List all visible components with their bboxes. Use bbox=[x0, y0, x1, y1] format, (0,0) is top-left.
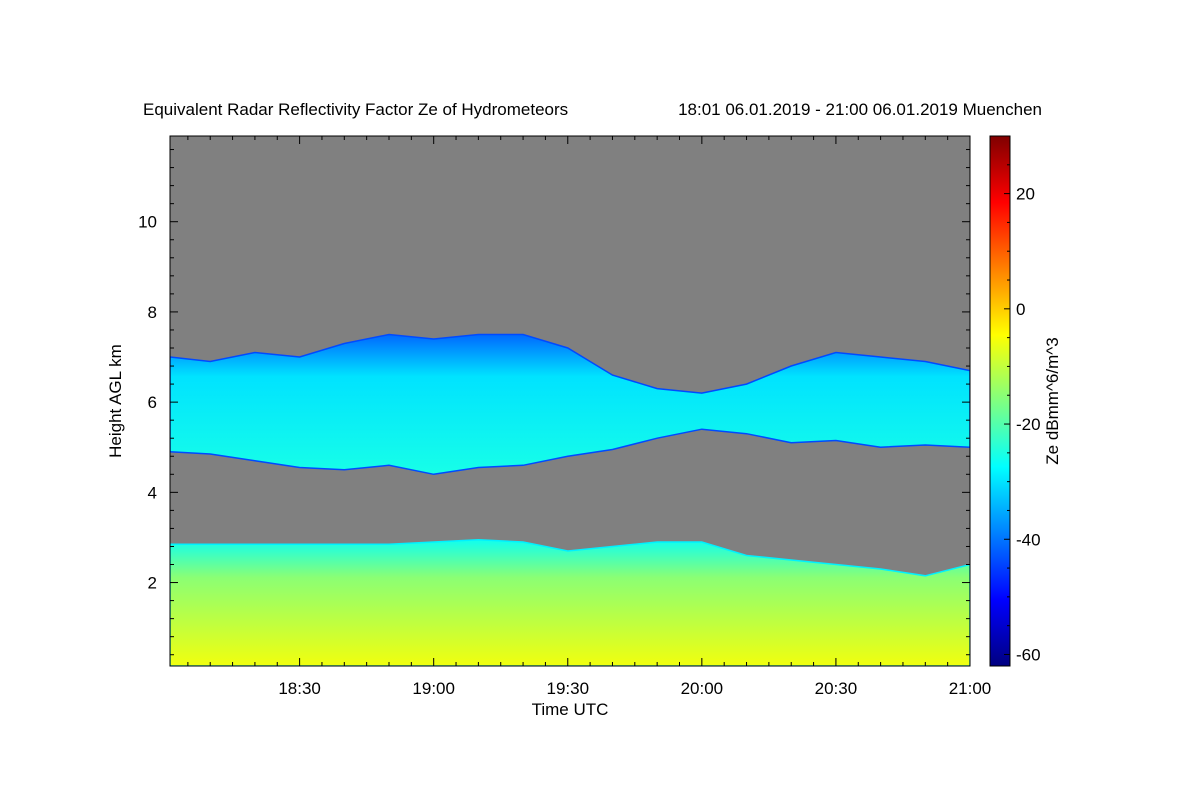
y-tick-label: 4 bbox=[148, 483, 157, 502]
x-axis-label: Time UTC bbox=[532, 700, 609, 719]
y-tick-label: 6 bbox=[148, 393, 157, 412]
x-tick-label: 19:30 bbox=[546, 679, 589, 698]
chart-time-range: 18:01 06.01.2019 - 21:00 06.01.2019 Muen… bbox=[678, 100, 1042, 119]
x-tick-label: 19:00 bbox=[412, 679, 455, 698]
y-axis-label: Height AGL km bbox=[106, 344, 125, 458]
colorbar-tick-label: -60 bbox=[1016, 645, 1041, 664]
x-axis: 18:30 19:00 19:30 20:00 20:30 21:00 bbox=[187, 136, 992, 698]
colorbar-tick-label: -20 bbox=[1016, 415, 1041, 434]
y-tick-label: 8 bbox=[148, 303, 157, 322]
colorbar-axis: 20 0 -20 -40 -60 bbox=[1004, 135, 1041, 664]
colorbar bbox=[989, 135, 1011, 667]
y-axis: 2 4 6 8 10 bbox=[138, 149, 970, 656]
colorbar-tick-label: -40 bbox=[1016, 530, 1041, 549]
reflectivity-layers bbox=[170, 333, 970, 666]
x-tick-label: 20:00 bbox=[681, 679, 724, 698]
lower-precipitation-layer bbox=[170, 538, 970, 666]
y-tick-label: 2 bbox=[148, 574, 157, 593]
colorbar-tick-label: 20 bbox=[1016, 185, 1035, 204]
upper-cloud-layer bbox=[170, 333, 970, 476]
plot-frame bbox=[169, 135, 971, 667]
y-tick-label: 10 bbox=[138, 213, 157, 232]
x-tick-label: 20:30 bbox=[815, 679, 858, 698]
colorbar-label: Ze dBmm^6/m^3 bbox=[1043, 337, 1062, 464]
colorbar-tick-label: 0 bbox=[1016, 300, 1025, 319]
x-tick-label: 21:00 bbox=[949, 679, 992, 698]
x-tick-label: 18:30 bbox=[278, 679, 321, 698]
chart-title: Equivalent Radar Reflectivity Factor Ze … bbox=[143, 100, 568, 119]
